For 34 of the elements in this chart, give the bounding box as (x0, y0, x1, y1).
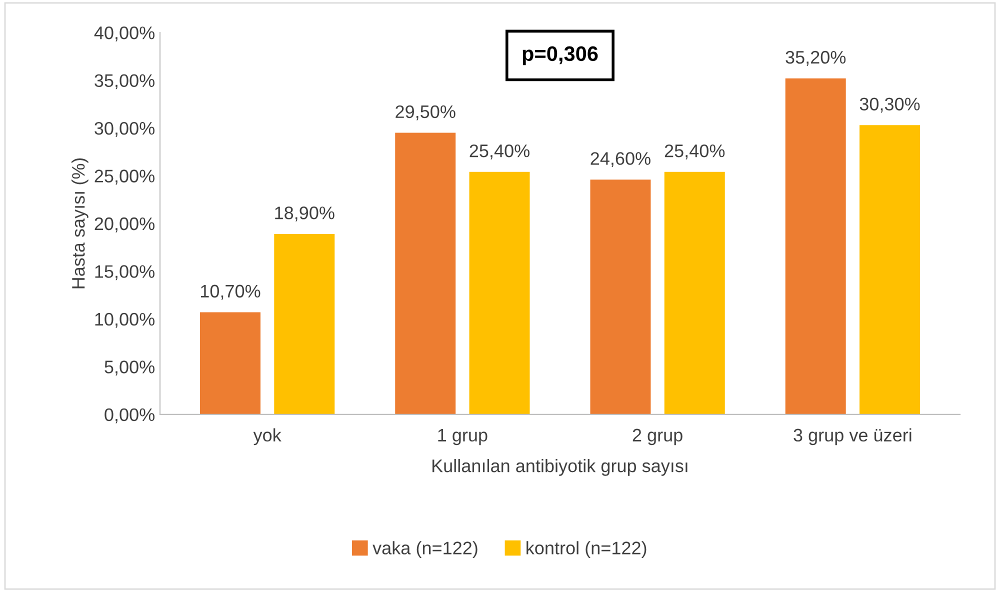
y-tick-label: 0,00% (104, 408, 154, 424)
bar (785, 78, 846, 414)
y-tick-label: 20,00% (94, 217, 154, 232)
bar (590, 180, 651, 414)
y-axis-title: Hasta sayısı (%) (72, 158, 88, 288)
data-label: 25,40% (664, 144, 725, 160)
y-tick-label: 10,00% (95, 312, 154, 328)
data-label: 30,30% (860, 98, 920, 113)
legend-label: vaka (n=122) (372, 541, 478, 558)
bar (395, 132, 456, 414)
y-tick-label: 35,00% (94, 74, 154, 90)
x-tick-label: 2 grup (632, 428, 682, 446)
x-tick-label: 3 grup ve üzeri (794, 428, 912, 446)
x-tick-label: yok (253, 428, 282, 446)
bar (274, 234, 335, 414)
data-label: 24,60% (590, 152, 650, 168)
data-label: 29,50% (396, 105, 456, 120)
y-tick-label: 25,00% (94, 170, 154, 185)
legend-label: kontrol (n=122) (526, 541, 646, 558)
data-label: 18,90% (275, 206, 334, 222)
data-label: 10,70% (201, 284, 260, 300)
x-tick-label: 1 grup (438, 428, 488, 446)
bar (860, 125, 920, 414)
y-tick-label: 15,00% (95, 265, 154, 280)
data-label: 35,20% (786, 50, 846, 66)
data-label: 25,40% (470, 144, 530, 160)
y-tick-label: 30,00% (94, 122, 154, 137)
bar (200, 312, 260, 414)
x-axis-title: Kullanılan antibiyotik grup sayısı (432, 459, 688, 476)
y-tick-label: 5,00% (104, 360, 154, 376)
bar (664, 172, 725, 414)
bar (469, 172, 530, 414)
annotation: p=0,306 (522, 46, 598, 66)
y-tick-label: 40,00% (94, 26, 154, 42)
